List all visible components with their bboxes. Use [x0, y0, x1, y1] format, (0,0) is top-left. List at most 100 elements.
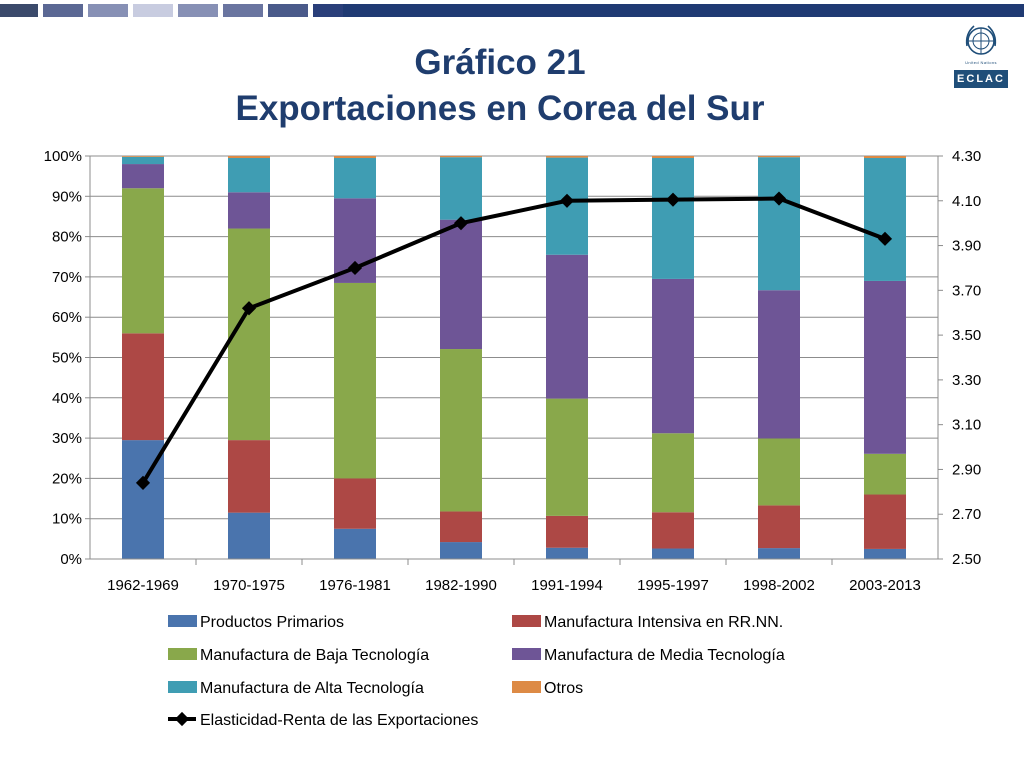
y-tick-label: 60%: [52, 309, 82, 326]
stripe-segment: [133, 4, 173, 17]
stripe-segment: [88, 4, 128, 17]
bar-segment: [440, 157, 482, 220]
bar-segment: [546, 398, 588, 516]
eclac-logo: United Nations ECLAC: [952, 22, 1010, 92]
line-marker: [135, 475, 151, 490]
bar-segment: [334, 282, 376, 479]
legend-line-marker: [174, 711, 190, 727]
bar-segment: [758, 156, 800, 158]
line-marker: [347, 260, 363, 276]
bar-segment: [122, 164, 164, 189]
title-line-2: Exportaciones en Corea del Sur: [235, 89, 765, 128]
bar-segment: [228, 440, 270, 513]
bar-segment: [228, 158, 270, 193]
stripe-segment: [0, 4, 38, 17]
bar-segment: [546, 156, 588, 158]
bar-segment: [546, 547, 588, 559]
elasticity-line: [135, 191, 893, 490]
bar-segment: [440, 511, 482, 543]
stripe-segment: [223, 4, 263, 17]
y-tick-label: 100%: [44, 148, 82, 165]
x-tick-label: 1998-2002: [743, 577, 815, 594]
y2-tick-label: 3.30: [952, 372, 981, 389]
bar-segment: [440, 156, 482, 158]
bar-segment: [864, 453, 906, 495]
bar-segment: [758, 505, 800, 549]
bar-segment: [864, 494, 906, 549]
bar-segment: [652, 156, 694, 159]
x-tick-label: 1991-1994: [531, 577, 603, 594]
legend-swatch: [512, 681, 541, 693]
bar-segment: [758, 438, 800, 506]
bar-segment: [652, 158, 694, 279]
line-marker: [771, 191, 787, 206]
line-marker: [665, 192, 681, 207]
bar-segment: [652, 433, 694, 513]
line-marker: [559, 193, 575, 208]
stripe-segment: [268, 4, 308, 17]
legend-swatch: [168, 681, 197, 693]
y-tick-label: 10%: [52, 511, 82, 528]
bar-segment: [758, 157, 800, 291]
legend-swatch: [512, 648, 541, 660]
y2-tick-label: 3.50: [952, 327, 981, 344]
stripe-segment: [178, 4, 218, 17]
y2-tick-label: 3.90: [952, 238, 981, 255]
axes: 0% 10% 20% 30% 40% 50% 60% 70% 80% 90% 100% 2.50 2.7…: [44, 148, 982, 594]
bar-segment: [864, 548, 906, 559]
y2-tick-label: 4.30: [952, 148, 981, 165]
bar-segment: [122, 156, 164, 165]
bar-segment: [546, 515, 588, 548]
bar-segment: [440, 349, 482, 512]
legend-swatch: [168, 648, 197, 660]
bar-segment: [864, 280, 906, 454]
y2-tick-label: 4.10: [952, 193, 981, 210]
bar-segment: [864, 158, 906, 281]
bar-segment: [228, 512, 270, 559]
y-tick-label: 50%: [52, 350, 82, 367]
bar-segment: [652, 278, 694, 434]
page-title: Gráfico 21 Exportaciones en Corea del Su…: [0, 40, 1000, 132]
bar-segment: [122, 156, 164, 157]
bar-segment: [228, 192, 270, 229]
x-tick-label: 2003-2013: [849, 577, 921, 594]
y-tick-label: 20%: [52, 470, 82, 487]
bar-segment: [864, 156, 906, 159]
x-tick-label: 1962-1969: [107, 577, 179, 594]
bar-segment: [652, 512, 694, 549]
y2-tick-label: 2.90: [952, 461, 981, 478]
legend: Productos Primarios Manufactura Intensiva…: [168, 614, 785, 729]
legend-label: Manufactura de Media Tecnología: [544, 647, 785, 664]
line-marker: [241, 301, 257, 316]
bar-segment: [440, 219, 482, 350]
legend-swatch: [168, 615, 197, 627]
y-tick-label: 90%: [52, 188, 82, 205]
y2-tick-label: 2.50: [952, 551, 981, 568]
legend-label: Manufactura de Alta Tecnología: [200, 680, 424, 697]
legend-label: Manufactura de Baja Tecnología: [200, 647, 429, 664]
bars: [122, 156, 906, 559]
bar-segment: [546, 254, 588, 399]
y-tick-label: 80%: [52, 229, 82, 246]
x-tick-label: 1970-1975: [213, 577, 285, 594]
line-series: [141, 196, 886, 484]
logo-acronym: ECLAC: [954, 70, 1008, 88]
legend-label: Productos Primarios: [200, 614, 344, 631]
bar-segment: [122, 333, 164, 441]
bar-segment: [758, 290, 800, 439]
stripe-segment: [43, 4, 83, 17]
y-tick-label: 40%: [52, 390, 82, 407]
bar-segment: [122, 188, 164, 334]
logo-org-text: United Nations: [965, 60, 997, 65]
bar-segment: [334, 158, 376, 199]
bar-segment: [334, 478, 376, 529]
legend-label: Otros: [544, 680, 583, 697]
legend-label: Manufactura Intensiva en RR.NN.: [544, 614, 783, 631]
bar-segment: [334, 156, 376, 159]
bar-segment: [758, 548, 800, 559]
line-marker: [877, 231, 893, 246]
y2-tick-label: 3.70: [952, 282, 981, 299]
bar-segment: [334, 528, 376, 559]
x-tick-label: 1982-1990: [425, 577, 497, 594]
bar-segment: [652, 548, 694, 559]
